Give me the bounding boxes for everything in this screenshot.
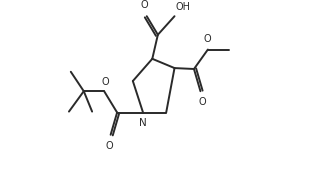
Text: N: N: [139, 118, 147, 128]
Text: O: O: [101, 77, 109, 87]
Text: OH: OH: [175, 2, 190, 12]
Text: O: O: [204, 34, 211, 44]
Text: O: O: [141, 0, 148, 10]
Text: O: O: [198, 97, 206, 107]
Text: O: O: [106, 141, 114, 151]
